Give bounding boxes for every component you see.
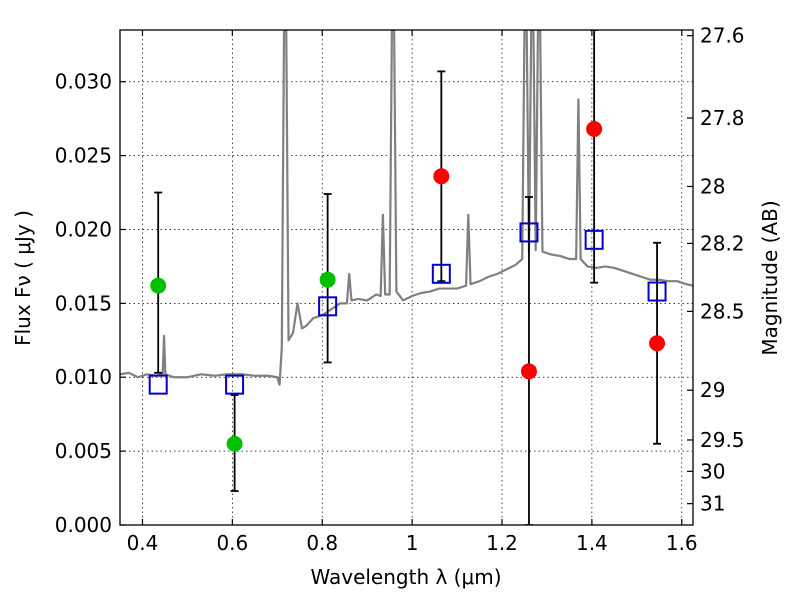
model-photometry-point [647, 281, 667, 302]
y2-tick-label: 27.6 [700, 24, 745, 48]
model-photometry-point [318, 296, 338, 317]
y2-tick-label: 29 [700, 378, 725, 402]
x-tick-label: 0.4 [127, 531, 159, 555]
x-tick-label: 1 [406, 531, 419, 555]
y-axis-label: Flux Fν ( μJy ) [11, 210, 35, 346]
model-photometry-point [584, 229, 604, 250]
y2-tick-label: 29.5 [700, 428, 745, 452]
axis-ticks: 0.4 0.6 0.8 1 1.2 1.4 1.6 0.000 0.005 0.010 0.015 0… [55, 24, 745, 555]
data-point [649, 335, 666, 352]
y2-tick-label: 30 [700, 459, 725, 483]
y2-tick-label: 27.8 [700, 106, 745, 130]
data-point [520, 363, 537, 380]
y-tick-label: 0.030 [55, 70, 112, 94]
plot-background [120, 30, 693, 525]
plot-area [120, 30, 693, 525]
x-tick-label: 1.6 [666, 531, 698, 555]
x-tick-label: 1.2 [486, 531, 518, 555]
x-tick-label: 0.6 [216, 531, 248, 555]
y2-tick-label: 28.2 [700, 231, 745, 255]
y-tick-label: 0.020 [55, 217, 112, 241]
model-photometry-point [148, 374, 168, 395]
y-tick-label: 0.010 [55, 365, 112, 389]
plot-frame [119, 29, 694, 526]
y-tick-label: 0.025 [55, 144, 112, 168]
y-tick-label: 0.005 [55, 439, 112, 463]
data-point [586, 121, 603, 137]
y2-tick-label: 28 [700, 174, 725, 198]
x-tick-label: 0.8 [306, 531, 338, 555]
y-tick-label: 0.000 [55, 513, 112, 537]
data-point [433, 168, 450, 185]
data-point [319, 271, 336, 288]
model-photometry-point [431, 263, 451, 284]
model-photometry-point [225, 374, 245, 395]
y-tick-label: 0.015 [55, 291, 112, 315]
y2-axis-label: Magnitude (AB) [758, 200, 782, 355]
y2-tick-label: 31 [700, 492, 725, 516]
y2-tick-label: 28.5 [700, 299, 745, 323]
x-tick-label: 1.4 [576, 531, 608, 555]
x-axis-label: Wavelength λ (μm) [310, 565, 501, 589]
model-spectrum-line [120, 30, 693, 386]
model-photometry-point [519, 222, 539, 243]
data-point [226, 435, 243, 452]
data-point [150, 277, 167, 294]
